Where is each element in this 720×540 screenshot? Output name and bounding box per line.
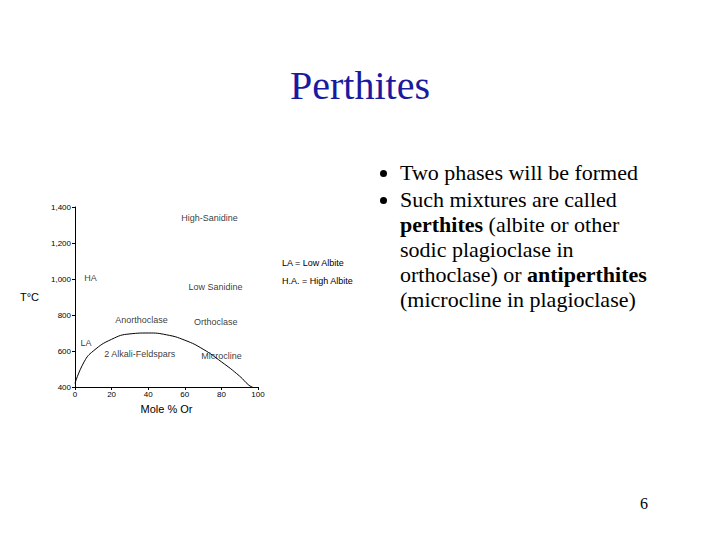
html-text:(microcline in plagioclase): (microcline in plagioclase) bbox=[400, 287, 636, 312]
svg-text:600: 600 bbox=[58, 347, 72, 356]
html-text:Perthites: Perthites bbox=[290, 63, 430, 108]
svg-text:Microcline: Microcline bbox=[201, 351, 242, 361]
html-text:6: 6 bbox=[640, 495, 648, 512]
svg-text:1,400: 1,400 bbox=[51, 203, 72, 212]
svg-text:Orthoclase: Orthoclase bbox=[194, 317, 238, 327]
svg-text:1,000: 1,000 bbox=[51, 275, 72, 284]
html-text:Two phases will be formed: Two phases will be formed bbox=[400, 160, 638, 185]
svg-text:HA: HA bbox=[84, 273, 97, 283]
svg-text:40: 40 bbox=[144, 390, 153, 399]
svg-text:H.A. = High Albite: H.A. = High Albite bbox=[282, 276, 353, 286]
svg-text:High-Sanidine: High-Sanidine bbox=[181, 213, 238, 223]
svg-text:400: 400 bbox=[58, 383, 72, 392]
svg-text:T°C: T°C bbox=[20, 291, 39, 303]
html-text:Such mixtures are called: Such mixtures are called bbox=[400, 187, 617, 212]
svg-text:Low Sanidine: Low Sanidine bbox=[188, 282, 242, 292]
svg-text:80: 80 bbox=[217, 390, 226, 399]
svg-text:2 Alkali-Feldspars: 2 Alkali-Feldspars bbox=[104, 349, 176, 359]
svg-text:Anorthoclase: Anorthoclase bbox=[115, 315, 168, 325]
svg-text:60: 60 bbox=[180, 390, 189, 399]
svg-text:20: 20 bbox=[107, 390, 116, 399]
html-text:perthites (albite or other sod: perthites (albite or other sodic plagioc… bbox=[400, 212, 647, 287]
svg-text:LA = Low Albite: LA = Low Albite bbox=[282, 258, 344, 268]
svg-text:100: 100 bbox=[251, 390, 265, 399]
svg-text:1,200: 1,200 bbox=[51, 239, 72, 248]
svg-text:0: 0 bbox=[73, 390, 78, 399]
svg-text:LA: LA bbox=[80, 338, 91, 348]
svg-text:800: 800 bbox=[58, 311, 72, 320]
svg-text:Mole % Or: Mole % Or bbox=[141, 403, 193, 415]
